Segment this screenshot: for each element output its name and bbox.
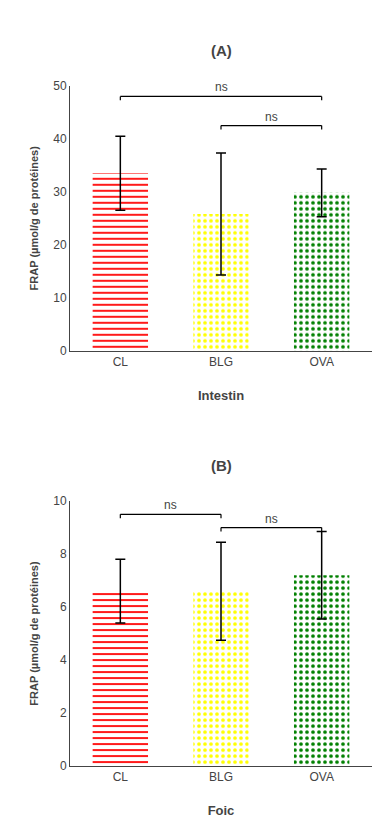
svg-text:ns: ns [265,512,278,526]
svg-text:FRAP (µmol/g de protéines): FRAP (µmol/g de protéines) [28,561,40,706]
svg-text:20: 20 [53,238,67,252]
svg-text:2: 2 [60,706,67,720]
svg-text:FRAP (µmol/g de protéines): FRAP (µmol/g de protéines) [28,146,40,291]
svg-text:Intestin: Intestin [198,388,244,403]
svg-text:BLG: BLG [209,355,233,369]
svg-text:BLG: BLG [209,770,233,784]
svg-text:(A): (A) [211,42,232,59]
svg-text:10: 10 [53,291,67,305]
svg-text:30: 30 [53,185,67,199]
svg-text:0: 0 [60,759,67,773]
svg-text:0: 0 [60,344,67,358]
svg-text:50: 50 [53,79,67,93]
svg-text:6: 6 [60,600,67,614]
svg-text:CL: CL [113,355,129,369]
svg-text:OVA: OVA [309,770,333,784]
svg-text:10: 10 [53,494,67,508]
svg-text:ns: ns [265,110,278,124]
svg-text:CL: CL [113,770,129,784]
svg-text:8: 8 [60,547,67,561]
svg-text:40: 40 [53,132,67,146]
svg-text:ns: ns [164,498,177,512]
svg-text:OVA: OVA [309,355,333,369]
svg-text:Foic: Foic [208,803,235,818]
svg-text:(B): (B) [211,457,232,474]
svg-text:4: 4 [60,653,67,667]
svg-text:ns: ns [215,80,228,94]
